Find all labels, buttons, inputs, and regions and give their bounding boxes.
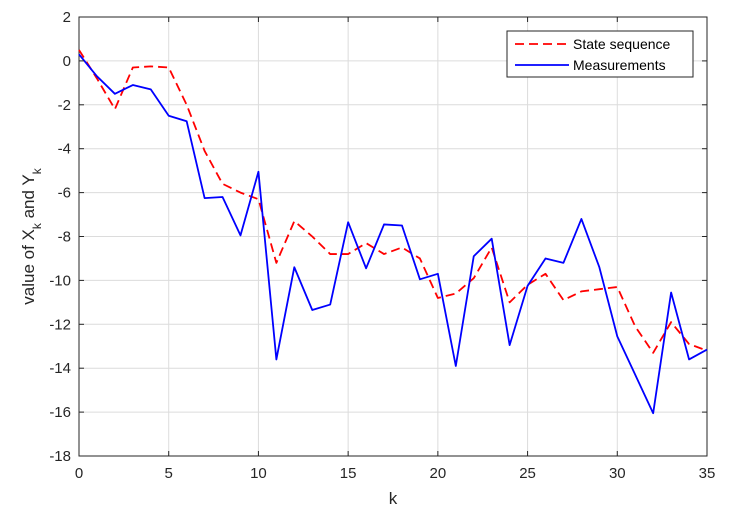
x-tick-label: 15 xyxy=(340,465,357,482)
legend[interactable]: State sequence Measurements xyxy=(506,30,694,78)
series-line-measurements xyxy=(78,53,708,415)
x-tick-label: 35 xyxy=(699,465,716,482)
legend-box xyxy=(506,30,694,78)
y-tick-label: 0 xyxy=(63,53,71,70)
y-tick-label: -4 xyxy=(58,141,71,158)
y-axis-label: value of Xk and Yk xyxy=(19,167,44,304)
y-tick-label: -6 xyxy=(58,185,71,202)
y-tick-label: 2 xyxy=(63,9,71,26)
y-tick-label: -16 xyxy=(49,404,71,421)
legend-entry-label: Measurements xyxy=(573,57,666,73)
x-tick-label: 20 xyxy=(430,465,447,482)
x-axis-label: k xyxy=(389,489,398,508)
x-tick-label: 10 xyxy=(250,465,267,482)
y-tick-label: -2 xyxy=(58,97,71,114)
y-tick-label: -10 xyxy=(49,272,71,289)
y-tick-label: -14 xyxy=(49,360,71,377)
legend-entry-label: State sequence xyxy=(573,36,671,52)
x-tick-label: 30 xyxy=(609,465,626,482)
y-axis-label-part: value of X xyxy=(19,229,38,305)
y-tick-label: -12 xyxy=(49,316,71,333)
grid xyxy=(78,16,708,457)
y-axis-label-subscript: k xyxy=(30,167,44,174)
series-line-state-sequence xyxy=(78,49,708,354)
x-tick-label: 25 xyxy=(519,465,536,482)
x-tick-label: 0 xyxy=(75,465,83,482)
series-layer xyxy=(78,49,708,415)
y-axis-label-subscript: k xyxy=(30,222,44,229)
x-tick-label: 5 xyxy=(165,465,173,482)
legend-items: State sequence Measurements xyxy=(515,36,671,73)
y-tick-label: -8 xyxy=(58,229,71,246)
y-axis-label-part: and Y xyxy=(19,174,38,223)
y-tick-label: -18 xyxy=(49,448,71,465)
